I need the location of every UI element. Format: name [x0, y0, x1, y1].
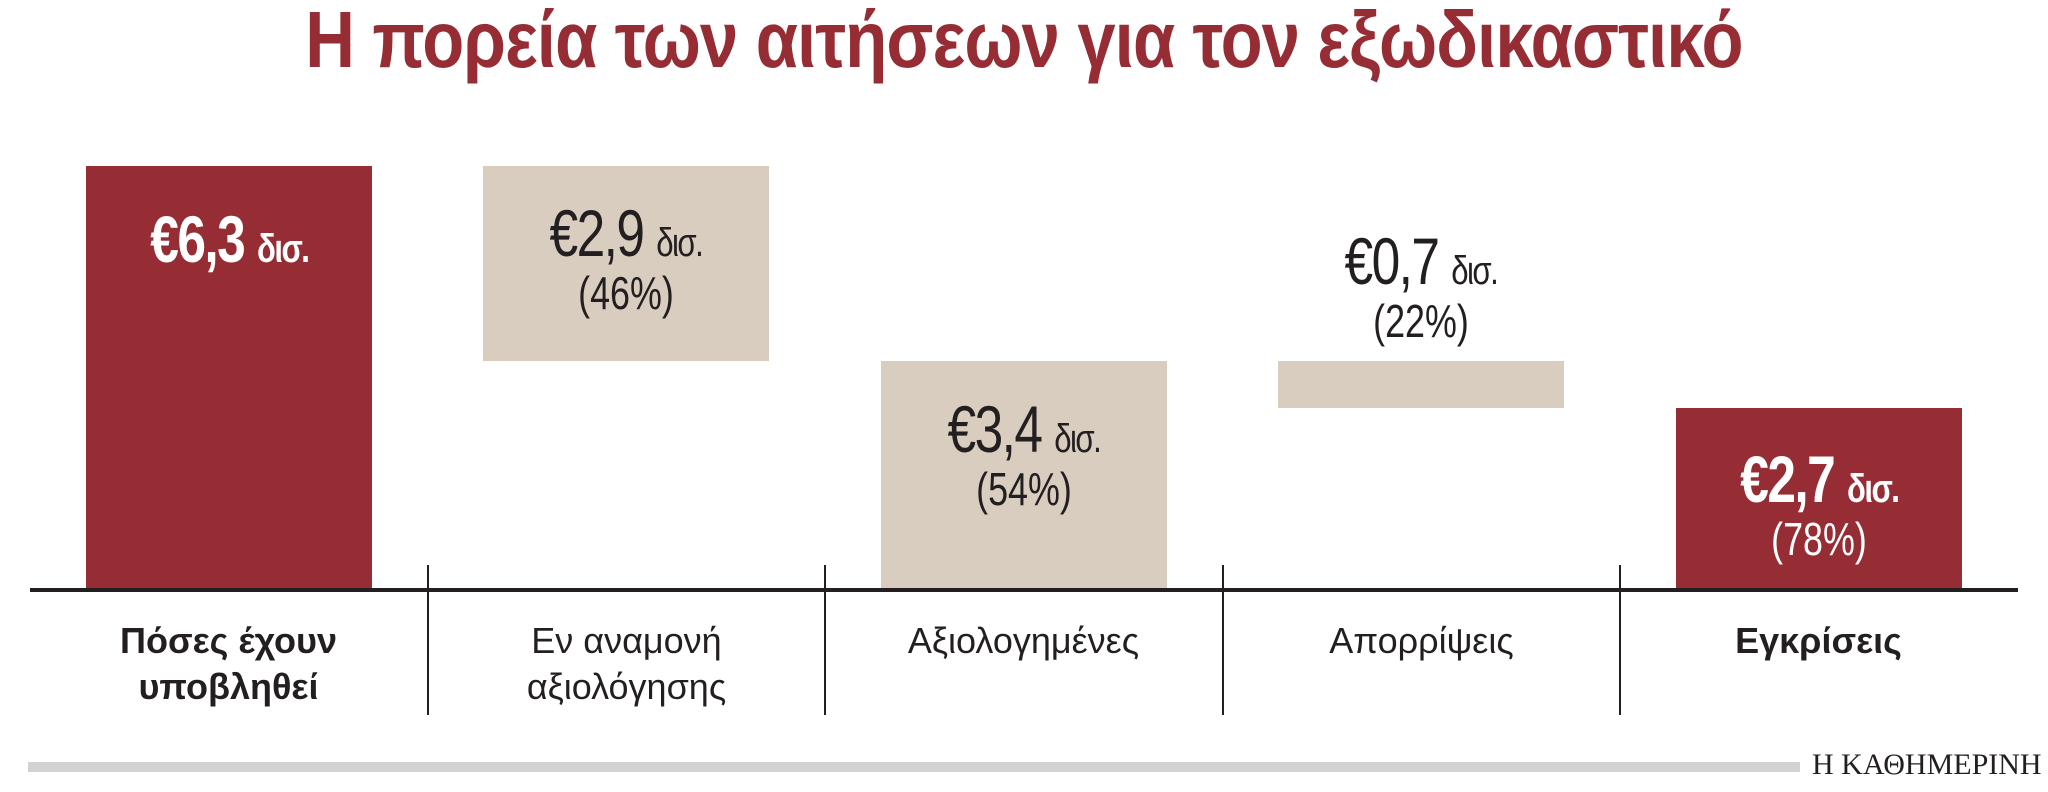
category-line: αξιολόγησης [526, 666, 727, 707]
category-line: υποβληθεί [138, 666, 319, 707]
bar-rejections [1278, 361, 1564, 408]
amount: €2,7 [1739, 442, 1836, 516]
category-divider [1619, 565, 1621, 715]
category-line: Αξιολογημένες [907, 620, 1140, 661]
percentage: (46%) [578, 267, 674, 319]
category-line: Πόσες έχουν [119, 620, 338, 661]
unit: δισ. [656, 221, 704, 265]
value-label-rejections: €0,7 δισ. (22%) [1278, 228, 1564, 344]
percentage: (54%) [976, 463, 1072, 515]
amount: €0,7 [1344, 224, 1441, 298]
category-line: Εν αναμονή [531, 620, 722, 661]
category-line: Απορρίψεις [1329, 620, 1514, 661]
category-divider [427, 565, 429, 715]
amount: €3,4 [947, 392, 1044, 466]
value-label-submitted: €6,3 δισ. [86, 206, 372, 272]
category-label-rejections: Απορρίψεις [1223, 618, 1620, 664]
value-label-approvals: €2,7 δισ. (78%) [1676, 446, 1962, 562]
bar-pending [483, 166, 769, 361]
value-label-evaluated: €3,4 δισ. (54%) [881, 396, 1167, 512]
amount: €6,3 [149, 202, 246, 276]
percentage: (78%) [1771, 513, 1867, 565]
bar-submitted [86, 166, 372, 590]
category-line: Εγκρίσεις [1735, 620, 1902, 661]
x-axis-baseline [30, 588, 2018, 592]
unit: δισ. [256, 227, 310, 271]
category-divider [824, 565, 826, 715]
category-label-approvals: Εγκρίσεις [1620, 618, 2017, 664]
chart-title: Η πορεία των αιτήσεων για τον εξωδικαστι… [305, 0, 1743, 84]
category-label-evaluated: Αξιολογημένες [825, 618, 1222, 664]
unit: δισ. [1451, 249, 1499, 293]
unit: δισ. [1054, 417, 1102, 461]
value-label-pending: €2,9 δισ. (46%) [483, 200, 769, 316]
footer-rule [28, 762, 1800, 772]
percentage: (22%) [1373, 295, 1469, 347]
amount: €2,9 [549, 196, 646, 270]
category-label-pending: Εν αναμονή αξιολόγησης [428, 618, 825, 710]
bar-approvals [1676, 408, 1962, 590]
bar-evaluated [881, 361, 1167, 590]
category-label-submitted: Πόσες έχουν υποβληθεί [30, 618, 427, 710]
unit: δισ. [1846, 467, 1900, 511]
category-divider [1222, 565, 1224, 715]
publisher-logo: Η ΚΑΘΗΜΕΡΙΝΗ [1812, 748, 2042, 781]
